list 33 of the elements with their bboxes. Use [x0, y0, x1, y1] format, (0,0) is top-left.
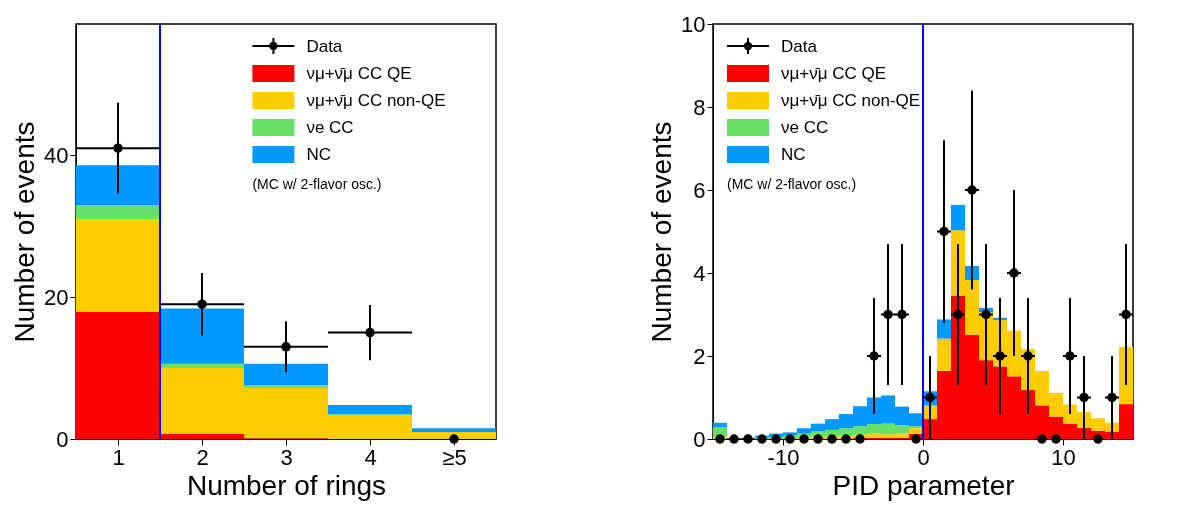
legend-label: Data: [306, 37, 343, 56]
y-tick-label: 10: [681, 11, 706, 37]
x-tick-label: ≥5: [442, 444, 467, 470]
x-tick-label: 1: [112, 444, 125, 470]
annotation: (MC w/ 2-flavor osc.): [727, 176, 857, 192]
x-axis-title: PID parameter: [832, 469, 1015, 501]
legend-label: νe CC: [781, 118, 829, 137]
legend-label: νμ+ν̄μ CC QE: [781, 64, 887, 83]
y-tick-label: 20: [44, 284, 69, 310]
legend-label: νμ+ν̄μ CC non-QE: [781, 91, 921, 110]
y-axis-title: Number of events: [646, 121, 678, 343]
x-tick-label: 0: [917, 444, 930, 470]
y-tick-label: 8: [693, 94, 706, 120]
x-tick-label: 3: [280, 444, 293, 470]
y-tick-label: 0: [56, 426, 69, 452]
x-tick-label: 4: [364, 444, 377, 470]
y-tick-label: 4: [693, 260, 706, 286]
y-tick-label: 40: [44, 142, 69, 168]
y-axis-title: Number of events: [9, 121, 41, 343]
legend-label: Data: [781, 37, 818, 56]
annotation: (MC w/ 2-flavor osc.): [252, 176, 382, 192]
legend-label: νe CC: [306, 118, 354, 137]
y-tick-label: 6: [693, 177, 706, 203]
x-axis-title: Number of rings: [186, 469, 387, 501]
x-tick-label: 10: [1051, 444, 1076, 470]
y-tick-label: 2: [693, 343, 706, 369]
legend-label: NC: [306, 145, 331, 164]
x-tick-label: 2: [196, 444, 209, 470]
y-tick-label: 0: [693, 426, 706, 452]
legend-label: νμ+ν̄μ CC QE: [306, 64, 412, 83]
x-tick-label: -10: [767, 444, 800, 470]
legend-label: NC: [781, 145, 806, 164]
legend-label: νμ+ν̄μ CC non-QE: [306, 91, 446, 110]
